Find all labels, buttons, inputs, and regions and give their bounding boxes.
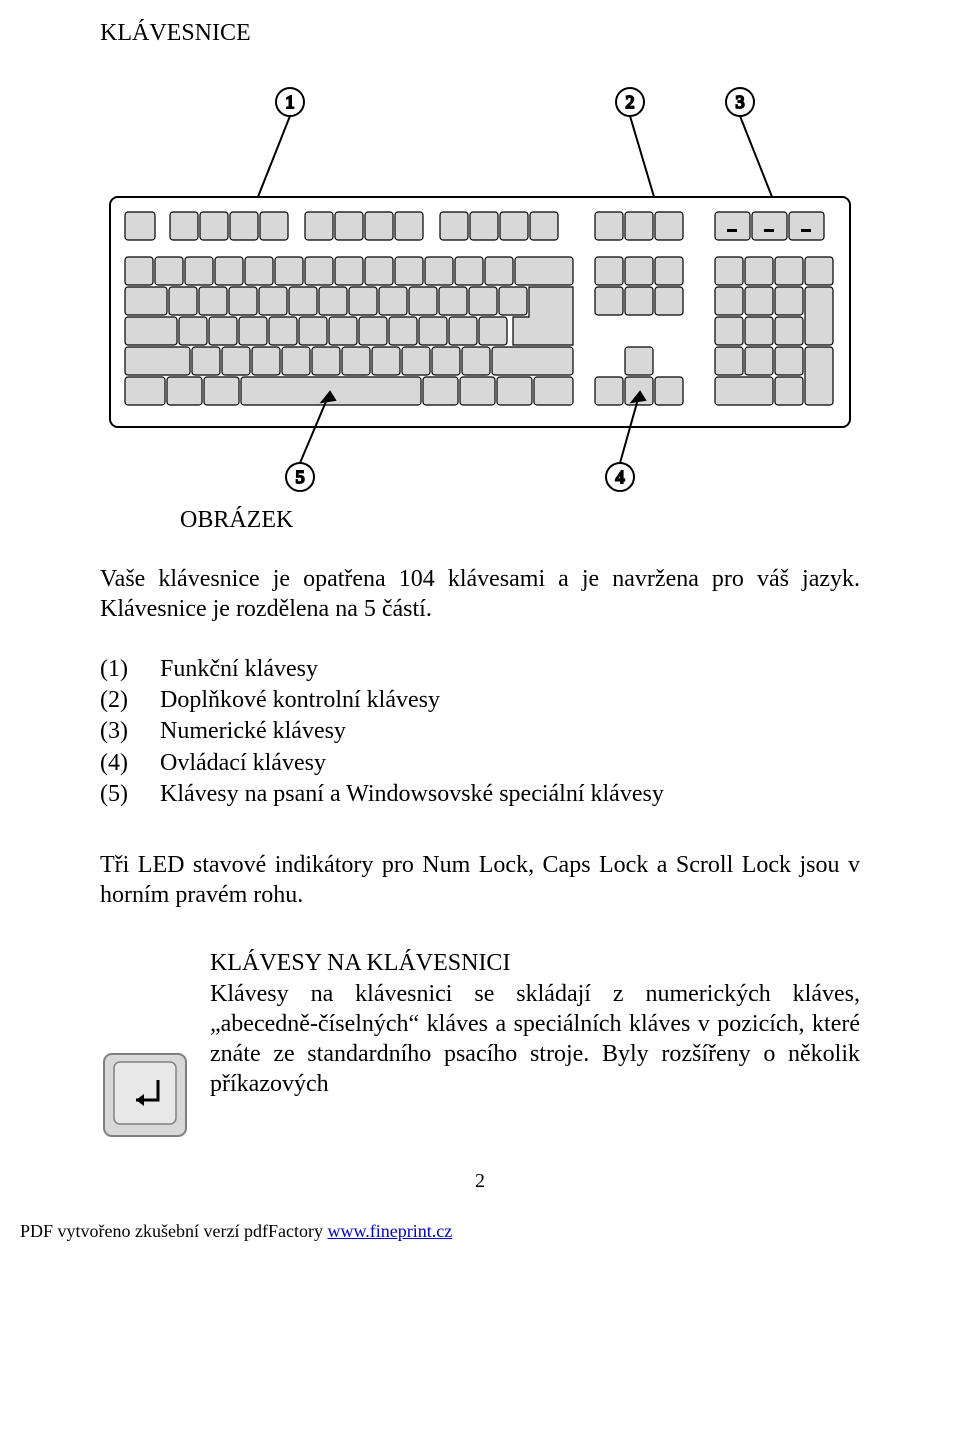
section-heading: KLÁVESY NA KLÁVESNICI — [210, 950, 860, 977]
list-item: (4) Ovládací klávesy — [100, 748, 860, 779]
footer-link[interactable]: www.fineprint.cz — [327, 1221, 452, 1241]
list-item-num: (5) — [100, 779, 160, 810]
list-item-text: Ovládací klávesy — [160, 748, 860, 779]
list-item-text: Funkční klávesy — [160, 654, 860, 685]
page-title: KLÁVESNICE — [100, 20, 860, 47]
figure-caption: OBRÁZEK — [180, 507, 860, 534]
list-item-text: Klávesy na psaní a Windowsovské speciáln… — [160, 779, 860, 810]
keyboard-diagram: 1 2 3 — [100, 77, 860, 497]
list-item: (1) Funkční klávesy — [100, 654, 860, 685]
list-item-num: (1) — [100, 654, 160, 685]
list-item: (5) Klávesy na psaní a Windowsovské spec… — [100, 779, 860, 810]
svg-text:3: 3 — [736, 92, 745, 112]
svg-text:1: 1 — [286, 92, 295, 112]
led-paragraph: Tři LED stavové indikátory pro Num Lock,… — [100, 850, 860, 910]
list-item: (2) Doplňkové kontrolní klávesy — [100, 685, 860, 716]
list-item-text: Doplňkové kontrolní klávesy — [160, 685, 860, 716]
list-item-text: Numerické klávesy — [160, 716, 860, 747]
section-block: KLÁVESY NA KLÁVESNICI Klávesy na klávesn… — [100, 950, 860, 1140]
section-body: Klávesy na klávesnici se skládají z nume… — [210, 979, 860, 1099]
list-item-num: (3) — [100, 716, 160, 747]
document-page: KLÁVESNICE 1 2 3 — [0, 0, 960, 1221]
pdf-footer: PDF vytvořeno zkušební verzí pdfFactory … — [0, 1221, 960, 1257]
svg-text:4: 4 — [616, 467, 625, 487]
intro-paragraph: Vaše klávesnice je opatřena 104 klávesam… — [100, 564, 860, 624]
enter-key-icon — [100, 1050, 190, 1140]
list-item-num: (2) — [100, 685, 160, 716]
keyboard-parts-list: (1) Funkční klávesy (2) Doplňkové kontro… — [100, 654, 860, 810]
footer-prefix: PDF vytvořeno zkušební verzí pdfFactory — [20, 1221, 327, 1241]
page-number: 2 — [100, 1170, 860, 1193]
list-item: (3) Numerické klávesy — [100, 716, 860, 747]
svg-text:5: 5 — [296, 467, 305, 487]
section-text: KLÁVESY NA KLÁVESNICI Klávesy na klávesn… — [210, 950, 860, 1099]
svg-text:2: 2 — [626, 92, 635, 112]
list-item-num: (4) — [100, 748, 160, 779]
